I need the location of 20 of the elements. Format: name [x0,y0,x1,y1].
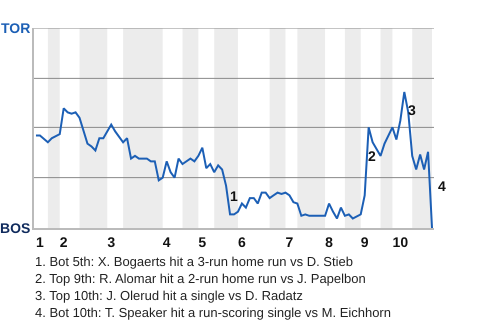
annotation: 2 [368,148,376,164]
x-tick-label: 4 [162,234,171,250]
text: 3. Top 10th: J. Olerud hit a single vs D. Radatz [35,288,303,303]
annotation: 1 [230,188,238,204]
x-tick-label: 9 [360,234,369,250]
text: BOS [0,220,30,236]
text: 4. Bot 10th: T. Speaker hit a run-scoring single vs M. Eichhorn [35,305,391,320]
x-tick-label: 6 [238,234,246,250]
text: TOR [1,20,30,36]
x-tick-label: 10 [392,234,408,250]
x-tick-label: 5 [198,234,206,250]
x-tick-label: 7 [286,234,294,250]
text: 4 [438,178,446,194]
text: 2. Top 9th: R. Alomar hit a 2-run home run vs J. Papelbon [35,271,366,286]
x-tick-label: 1 [36,234,44,250]
x-tick-label: 2 [60,234,68,250]
annotation: 3 [408,102,416,118]
text: 1. Bot 5th: X. Bogaerts hit a 3-run home run vs D. Stieb [35,254,353,269]
x-tick-label: 3 [107,234,116,250]
x-tick-label: 8 [325,234,334,250]
